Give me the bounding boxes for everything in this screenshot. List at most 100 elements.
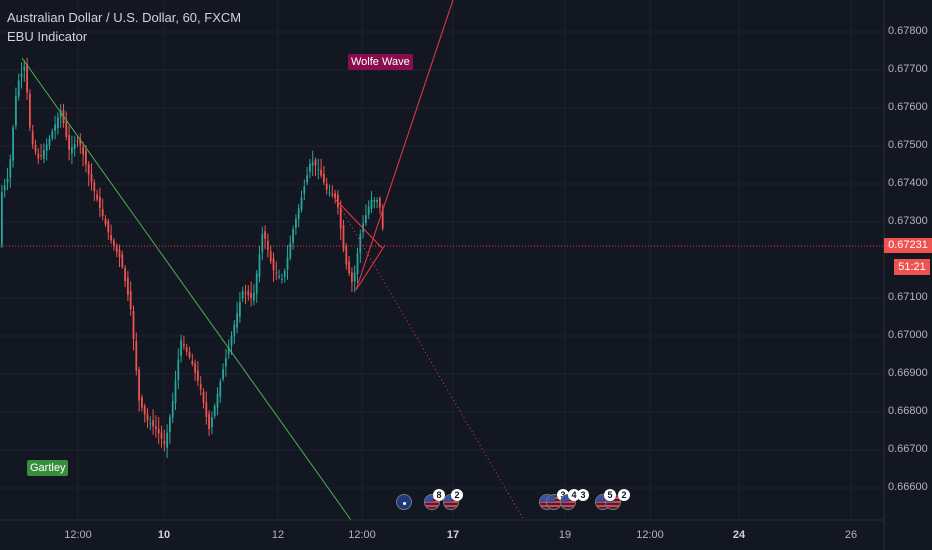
candle-body	[202, 392, 205, 403]
price-tick-label: 0.66900	[888, 367, 928, 379]
candle-body	[247, 290, 250, 296]
candle-body	[87, 164, 90, 175]
candle-body	[376, 200, 378, 203]
candle-body	[96, 194, 98, 200]
price-tick-label: 0.67100	[888, 291, 928, 303]
candle-body	[40, 155, 42, 157]
candle-body	[314, 159, 317, 166]
wolfe-wave-projection-line	[335, 199, 525, 521]
candle-body	[320, 169, 322, 176]
event-count-badge: 2	[618, 489, 630, 501]
candle-body	[269, 250, 272, 262]
candle-body	[26, 64, 28, 93]
candle-body	[205, 402, 208, 417]
candle-body	[317, 169, 320, 171]
candle-body	[135, 340, 138, 371]
candle-body	[17, 80, 20, 97]
candle-body	[141, 397, 143, 408]
time-tick-label: 24	[732, 529, 746, 541]
candles	[1, 57, 384, 459]
wolfe-wave-line	[355, 244, 386, 291]
wolfe-wave-tag[interactable]: Wolfe Wave	[348, 54, 413, 70]
au-flag-icon[interactable]	[396, 494, 412, 510]
candle-body	[12, 127, 14, 161]
candle-body	[177, 359, 180, 381]
candle-body	[353, 272, 356, 282]
candle-body	[45, 144, 48, 151]
candle-body	[331, 194, 334, 196]
candle-body	[79, 139, 82, 145]
candle-body	[339, 207, 342, 229]
current-price-badge: 0.67231	[884, 238, 932, 253]
candle-body	[244, 292, 247, 294]
candle-body	[334, 193, 336, 199]
time-tick-label: 26	[844, 529, 858, 541]
time-tick-label: 17	[446, 529, 460, 541]
price-tick-label: 0.66600	[888, 481, 928, 493]
candle-body	[129, 291, 132, 309]
candle-body	[325, 183, 328, 190]
candle-body	[370, 200, 373, 209]
candle-body	[138, 369, 140, 401]
candle-body	[359, 234, 362, 254]
candle-body	[185, 347, 188, 352]
candle-body	[143, 405, 146, 415]
candle-body	[213, 405, 216, 417]
chart-grid	[0, 0, 884, 520]
candle-body	[348, 261, 350, 274]
indicator-label[interactable]: EBU Indicator	[7, 29, 88, 44]
candle-body	[110, 235, 112, 241]
candle-body	[303, 186, 306, 194]
candle-body	[107, 220, 110, 233]
candle-body	[283, 271, 286, 277]
candle-body	[253, 293, 255, 301]
candle-body	[367, 206, 370, 215]
candle-body	[261, 234, 264, 253]
candle-body	[29, 93, 31, 128]
candle-body	[118, 249, 121, 258]
candle-body	[149, 423, 152, 425]
candle-body	[166, 432, 168, 448]
candle-body	[113, 240, 115, 246]
candle-body	[115, 245, 118, 252]
candle-body	[188, 351, 191, 358]
candle-body	[219, 381, 222, 397]
candle-body	[20, 73, 23, 77]
candle-body	[208, 413, 210, 430]
price-tick-label: 0.66800	[888, 405, 928, 417]
event-count-badge: 8	[433, 489, 445, 501]
candle-body	[180, 340, 182, 356]
candle-body	[337, 194, 339, 208]
candle-body	[295, 218, 297, 228]
gartley-trend-line	[21, 57, 352, 521]
candle-body	[233, 324, 236, 336]
candle-body	[191, 360, 194, 365]
candle-body	[71, 147, 73, 154]
price-tick-label: 0.66700	[888, 443, 928, 455]
candle-body	[222, 369, 224, 380]
candle-body	[51, 131, 54, 139]
symbol-title[interactable]: Australian Dollar / U.S. Dollar, 60, FXC…	[7, 10, 242, 25]
candle-body	[93, 182, 96, 192]
candle-body	[163, 440, 166, 444]
price-tick-label: 0.67600	[888, 101, 928, 113]
gartley-tag[interactable]: Gartley	[27, 460, 69, 476]
countdown-badge: 51:21	[894, 259, 930, 275]
candle-body	[328, 192, 331, 194]
candle-body	[104, 218, 107, 225]
candle-body	[34, 144, 37, 152]
candle-body	[174, 380, 177, 404]
price-tick-label: 0.67300	[888, 215, 928, 227]
candle-body	[258, 253, 261, 278]
candle-body	[272, 258, 275, 271]
candle-body	[68, 135, 70, 150]
candle-body	[85, 150, 87, 165]
candle-body	[157, 428, 160, 434]
price-tick-label: 0.67500	[888, 139, 928, 151]
candle-body	[211, 417, 213, 428]
candle-body	[351, 272, 353, 282]
candle-body	[292, 229, 294, 243]
candle-body	[65, 120, 68, 137]
candle-body	[146, 414, 149, 421]
